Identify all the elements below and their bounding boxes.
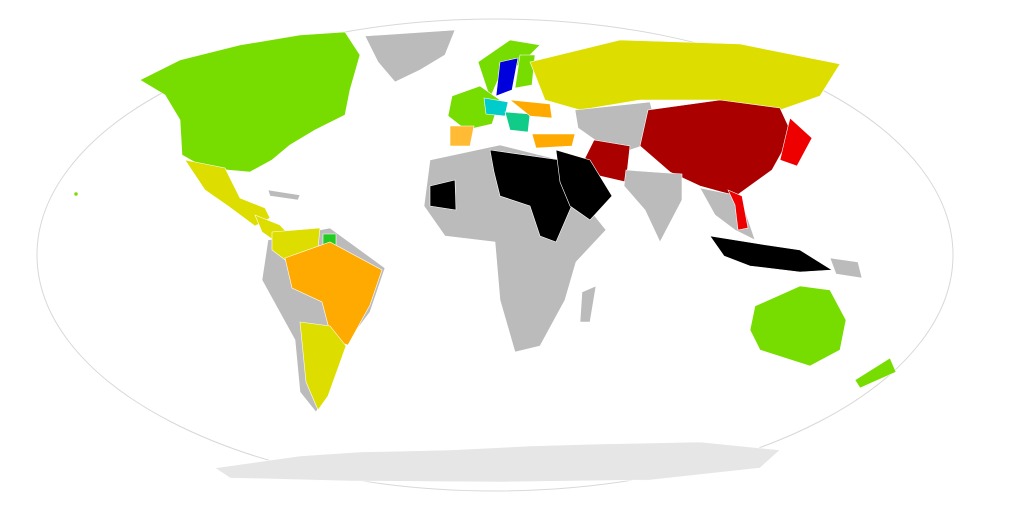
finland (514, 54, 536, 89)
central-europe (483, 97, 509, 117)
western-europe (447, 85, 501, 131)
arabia (555, 149, 613, 221)
mexico (184, 159, 271, 227)
hawaii (73, 191, 79, 197)
central-asia (574, 101, 661, 151)
papua-new-guinea (829, 257, 863, 279)
vietnam (727, 189, 749, 231)
greenland (364, 29, 456, 83)
iberia (449, 125, 475, 147)
eastern-europe (509, 99, 553, 119)
indonesia (709, 235, 833, 273)
south-asia (623, 169, 683, 243)
countries (73, 29, 897, 483)
australia (749, 285, 847, 367)
balkans (504, 111, 531, 133)
caribbean (267, 189, 301, 201)
russia (529, 39, 841, 111)
new-zealand (854, 357, 897, 389)
brazil (284, 241, 383, 346)
china (639, 99, 793, 197)
argentina-chile (299, 321, 347, 411)
north-america (139, 31, 361, 173)
antarctica (214, 441, 781, 483)
sweden (495, 57, 519, 97)
mauritania (429, 179, 457, 211)
turkey (531, 133, 576, 149)
madagascar (579, 285, 597, 323)
japan (779, 117, 813, 167)
